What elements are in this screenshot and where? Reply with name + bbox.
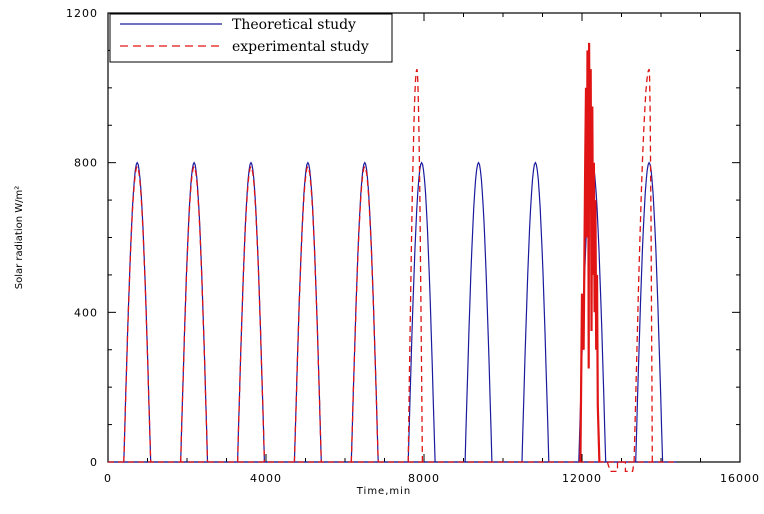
series-pulse-6 <box>464 161 493 463</box>
legend-label-experimental: experimental study <box>232 39 369 55</box>
x-tick-label: 16000 <box>720 472 760 485</box>
x-tick-labels: 0 4000 8000 12000 16000 <box>104 472 760 485</box>
x-tick-label: 8000 <box>408 472 440 485</box>
y-tick-label: 400 <box>74 306 98 319</box>
series-pulse-1 <box>180 164 209 463</box>
y-tick-label: 800 <box>74 157 98 170</box>
series-pulse-7 <box>521 161 550 463</box>
series-pulse-2 <box>236 164 266 463</box>
legend-label-theoretical: Theoretical study <box>232 17 356 33</box>
series-pulse-6 <box>633 68 653 463</box>
plot-frame <box>107 12 741 463</box>
series-pulse-3 <box>293 164 322 463</box>
series-pulse-4 <box>350 164 379 463</box>
series-segment-1 <box>606 461 635 473</box>
x-tick-label: 12000 <box>562 472 602 485</box>
y-axis-title: Solar radiation W/m² <box>14 186 25 290</box>
series-experimental <box>108 42 677 473</box>
series-pulse-0 <box>123 164 152 463</box>
series-layer <box>108 42 677 473</box>
series-pulse-5 <box>407 161 436 463</box>
series-segment-0 <box>579 42 601 463</box>
legend-box <box>109 13 393 63</box>
axis-ticks <box>107 12 741 463</box>
x-tick-label: 0 <box>104 472 112 485</box>
series-pulse-9 <box>635 161 664 463</box>
legend: Theoretical study experimental study <box>109 13 393 63</box>
y-tick-label: 0 <box>90 456 98 469</box>
x-axis-title: Time,min <box>356 486 412 497</box>
y-tick-label: 1200 <box>66 7 98 20</box>
x-tick-label: 4000 <box>250 472 282 485</box>
y-tick-labels: 0 400 800 1200 <box>66 7 98 469</box>
series-pulse-5 <box>407 68 424 463</box>
